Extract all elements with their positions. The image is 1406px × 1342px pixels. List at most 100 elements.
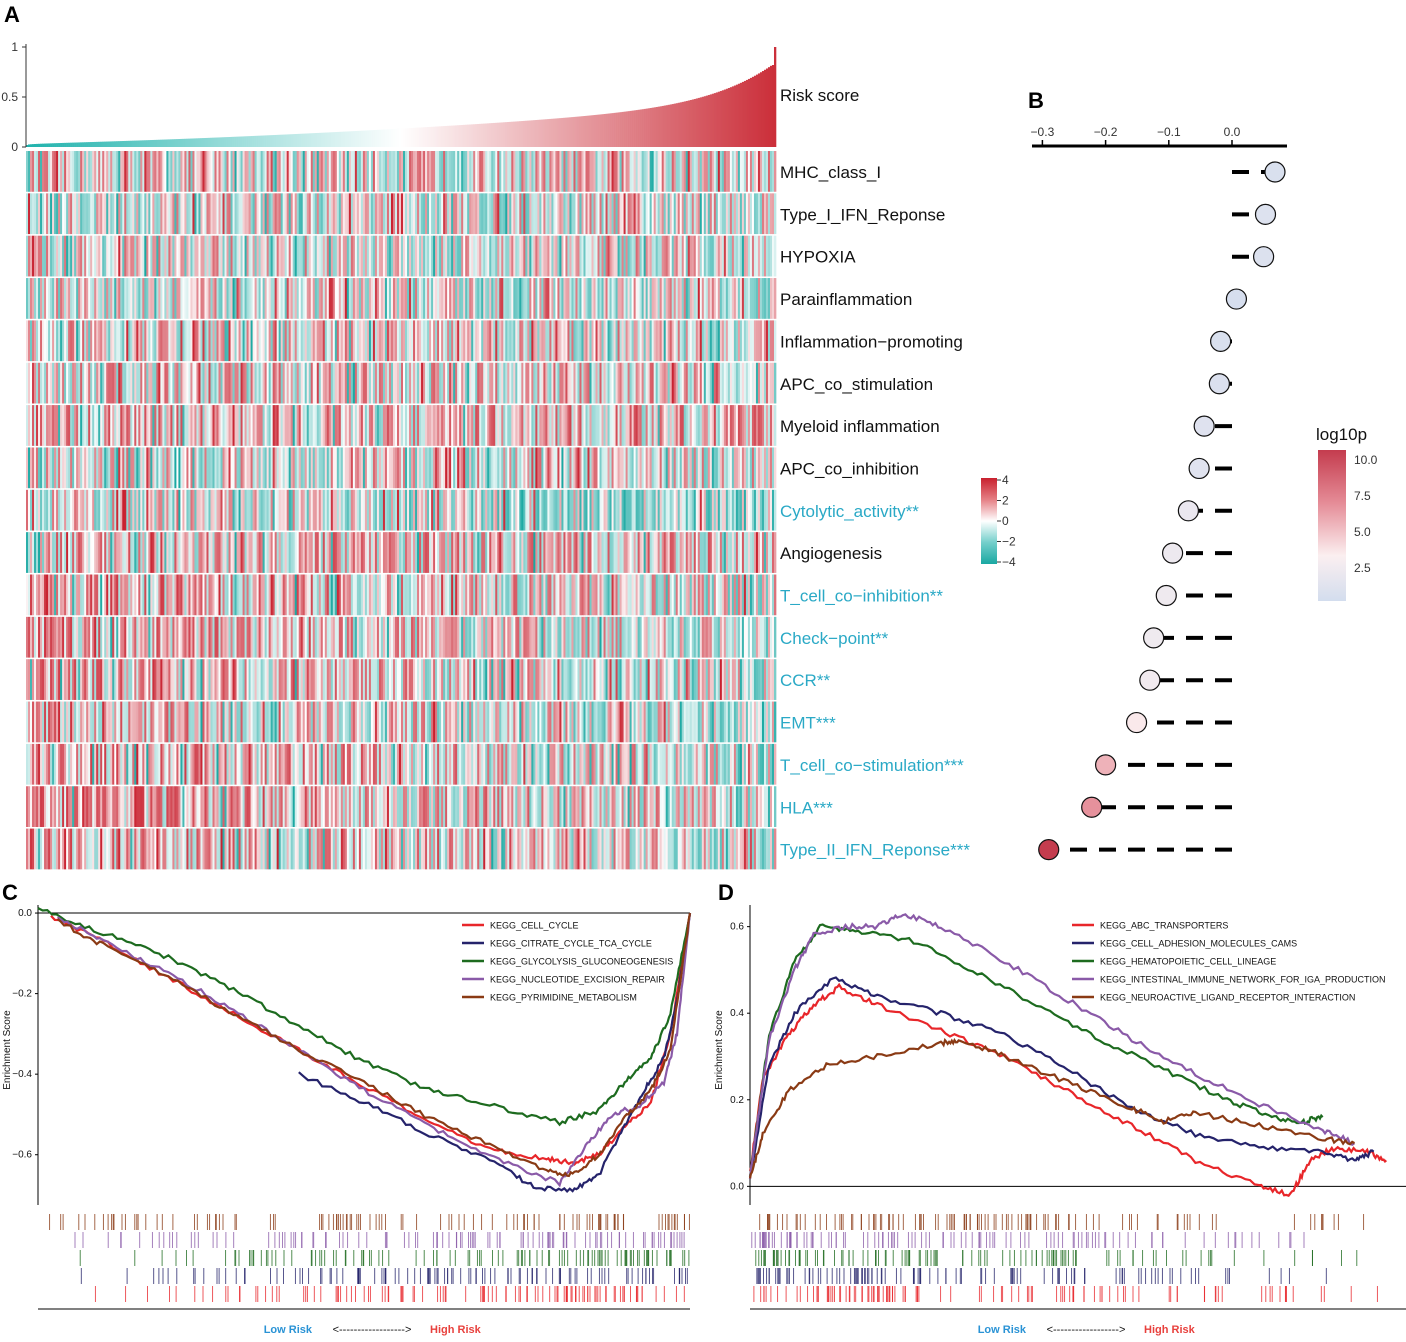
- risk-bar: [176, 139, 179, 147]
- heatmap-cell: [124, 235, 127, 277]
- heatmap-cell: [364, 574, 368, 616]
- heatmap-cell: [475, 362, 478, 404]
- heatmap-cell: [437, 193, 440, 235]
- heatmap-cell: [495, 235, 498, 277]
- heatmap-cell: [246, 447, 249, 489]
- heatmap-cell: [669, 489, 673, 531]
- heatmap-cell: [80, 320, 83, 362]
- heatmap-cell: [455, 405, 458, 446]
- heatmap-cell: [415, 193, 418, 235]
- heatmap-cell: [370, 278, 374, 319]
- heatmap-cell: [328, 193, 332, 235]
- heatmap-cell: [519, 278, 522, 319]
- heatmap-cell: [292, 405, 296, 446]
- heatmap-cell: [176, 616, 179, 658]
- heatmap-cell: [467, 616, 470, 658]
- heatmap-cell: [56, 151, 59, 192]
- heatmap-cell: [453, 362, 456, 404]
- heatmap-cell: [709, 447, 713, 489]
- heatmap-cell: [290, 151, 294, 192]
- heatmap-cell: [639, 616, 642, 658]
- heatmap-cell: [94, 574, 97, 616]
- heatmap-cell: [380, 574, 384, 616]
- heatmap-cell: [130, 616, 133, 658]
- heatmap-cell: [603, 405, 606, 446]
- heatmap-cell: [108, 235, 111, 277]
- heatmap-cell: [405, 151, 408, 192]
- heatmap-cell: [112, 659, 115, 700]
- heatmap-cell: [743, 193, 747, 235]
- heatmap-cell: [503, 320, 506, 362]
- heatmap-cell: [541, 489, 544, 531]
- heatmap-cell: [411, 489, 414, 531]
- heatmap-cell: [282, 362, 286, 404]
- risk-bar: [525, 120, 528, 147]
- heatmap-cell: [523, 235, 526, 277]
- heatmap-cell: [413, 405, 416, 446]
- heatmap-cell: [727, 362, 731, 404]
- heatmap-cell: [751, 574, 755, 616]
- risk-bar: [709, 94, 713, 147]
- heatmap-cell: [679, 278, 683, 319]
- heatmap-cell: [729, 532, 733, 573]
- heatmap-cell: [625, 235, 628, 277]
- heatmap-cell: [166, 574, 169, 616]
- heatmap-cell: [441, 320, 444, 362]
- heatmap-cell: [709, 278, 713, 319]
- heatmap-cell: [641, 235, 644, 277]
- heatmap-cell: [431, 574, 434, 616]
- heatmap-cell: [106, 151, 109, 192]
- heatmap-cell: [98, 574, 101, 616]
- heatmap-cell: [396, 489, 400, 531]
- heatmap-cell: [218, 447, 221, 489]
- heatmap-cell: [653, 405, 657, 446]
- risk-bar: [527, 120, 530, 147]
- heatmap-cell: [220, 447, 223, 489]
- heatmap-cell: [100, 447, 103, 489]
- heatmap-cell: [114, 405, 117, 446]
- heatmap-cell: [429, 193, 432, 235]
- heatmap-cell: [619, 532, 622, 573]
- heatmap-cell: [581, 362, 584, 404]
- heatmap-cell: [216, 489, 219, 531]
- heatmap-cell: [256, 489, 259, 531]
- heatmap-cell: [543, 405, 546, 446]
- heatmap-cell: [625, 447, 628, 489]
- heatmap-cell: [525, 489, 528, 531]
- heatmap-cell: [386, 193, 390, 235]
- heatmap-cell: [58, 235, 61, 277]
- heatmap-cell: [703, 532, 707, 573]
- heatmap-cell: [747, 405, 751, 446]
- heatmap-cell: [727, 320, 731, 362]
- heatmap-cell: [749, 278, 753, 319]
- heatmap-cell: [473, 532, 476, 573]
- heatmap-cell: [160, 405, 163, 446]
- heatmap-cell: [100, 278, 103, 319]
- heatmap-cell: [46, 447, 49, 489]
- heatmap-cell: [194, 447, 197, 489]
- heatmap-cell: [28, 574, 31, 616]
- heatmap-cell: [603, 447, 606, 489]
- heatmap-cell: [134, 489, 137, 531]
- heatmap-cell: [364, 235, 368, 277]
- heatmap-cell: [715, 616, 719, 658]
- heatmap-cell: [342, 532, 346, 573]
- heatmap-cell: [98, 532, 101, 573]
- heatmap-cell: [128, 659, 131, 700]
- risk-bar: [679, 102, 683, 147]
- heatmap-cell: [535, 532, 538, 573]
- heatmap-cell: [413, 532, 416, 573]
- heatmap-cell: [188, 362, 191, 404]
- heatmap-cell: [457, 405, 460, 446]
- heatmap-cell: [62, 659, 65, 700]
- heatmap-cell: [443, 193, 446, 235]
- heatmap-cell: [517, 362, 520, 404]
- heatmap-cell: [485, 489, 488, 531]
- heatmap-cell: [112, 405, 115, 446]
- heatmap-cell: [569, 235, 572, 277]
- heatmap-cell: [98, 193, 101, 235]
- heatmap-cell: [284, 616, 288, 658]
- heatmap-cell: [761, 193, 765, 235]
- heatmap-cell: [731, 278, 735, 319]
- heatmap-cell: [489, 447, 492, 489]
